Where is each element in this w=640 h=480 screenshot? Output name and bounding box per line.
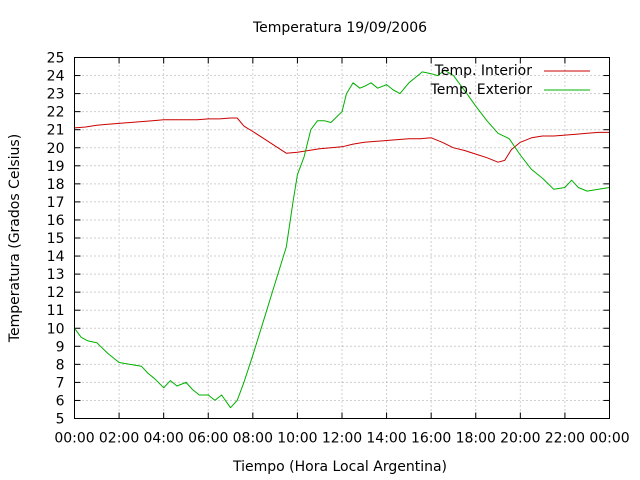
y-tick-label: 11 [47, 303, 65, 319]
y-tick-label: 24 [47, 69, 65, 85]
y-tick-label: 22 [47, 105, 65, 121]
y-tick-label: 7 [56, 375, 65, 391]
grid [74, 57, 610, 419]
y-tick-label: 10 [47, 321, 65, 337]
x-tick-label: 00:00 [54, 431, 94, 447]
y-tick-label: 17 [47, 195, 65, 211]
y-tick-label: 20 [47, 141, 65, 157]
x-tick-label: 06:00 [188, 431, 228, 447]
y-tick-label: 25 [47, 51, 65, 67]
x-axis-label: Tiempo (Hora Local Argentina) [232, 459, 447, 475]
x-tick-label: 16:00 [411, 431, 451, 447]
y-tick-label: 12 [47, 285, 65, 301]
y-tick-label: 19 [47, 159, 65, 175]
axis-ticks: 5 6 7 8 9 10 11 12 13 14 15 16 17 18 19 20 21 22 23 24 25 00:… [47, 51, 630, 447]
y-tick-label: 13 [47, 267, 65, 283]
y-tick-label: 15 [47, 231, 65, 247]
y-tick-label: 18 [47, 177, 65, 193]
x-tick-label: 10:00 [277, 431, 317, 447]
legend-label-interior: Temp. Interior [434, 63, 533, 79]
series-lines [74, 69, 610, 409]
y-tick-label: 6 [56, 393, 65, 409]
legend: Temp. Interior Temp. Exterior [430, 63, 590, 98]
y-tick-label: 9 [56, 339, 65, 355]
x-tick-label: 22:00 [545, 431, 585, 447]
plot-frame [74, 57, 610, 419]
series-line-interior [74, 117, 610, 163]
x-tick-label: 02:00 [99, 431, 139, 447]
x-tick-label: 12:00 [322, 431, 362, 447]
y-tick-label: 21 [47, 123, 65, 139]
x-tick-label: 00:00 [589, 431, 629, 447]
y-tick-label: 14 [47, 249, 65, 265]
series-line-exterior [74, 69, 610, 409]
x-tick-label: 18:00 [456, 431, 496, 447]
legend-label-exterior: Temp. Exterior [430, 82, 533, 98]
y-tick-label: 16 [47, 213, 65, 229]
y-tick-label: 23 [47, 87, 65, 103]
y-tick-label: 5 [56, 412, 65, 428]
x-tick-label: 08:00 [233, 431, 273, 447]
x-tick-label: 20:00 [500, 431, 540, 447]
x-tick-label: 04:00 [143, 431, 183, 447]
chart-title: Temperatura 19/09/2006 [252, 20, 427, 36]
x-tick-label: 14:00 [366, 431, 406, 447]
y-tick-label: 8 [56, 357, 65, 373]
y-axis-label: Temperatura (Grados Celsius) [7, 134, 23, 343]
